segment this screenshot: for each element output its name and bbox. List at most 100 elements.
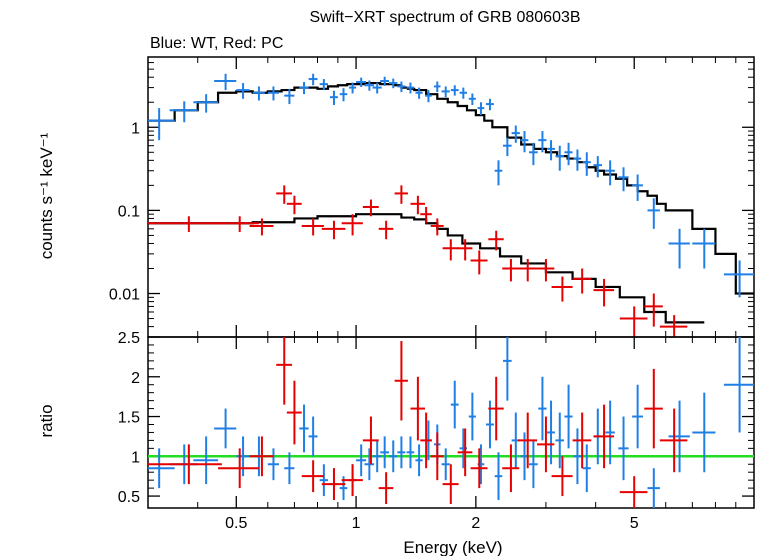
data-point <box>555 412 564 469</box>
data-point <box>632 384 643 449</box>
data-point <box>267 448 279 481</box>
data-point <box>372 440 382 473</box>
data-point <box>517 259 538 282</box>
data-point <box>618 167 629 192</box>
data-point <box>214 73 237 91</box>
data-point <box>434 81 441 93</box>
x-tick-label: 5 <box>630 515 639 532</box>
data-point <box>415 87 423 99</box>
data-point <box>218 216 259 232</box>
data-point <box>551 456 573 497</box>
data-point <box>394 185 408 204</box>
data-point <box>605 400 615 465</box>
data-point <box>593 278 615 307</box>
chart-title: Swift−XRT spectrum of GRB 080603B <box>309 9 580 26</box>
data-point <box>502 259 520 282</box>
data-point <box>299 82 309 95</box>
data-point <box>573 428 582 485</box>
data-point <box>286 195 302 215</box>
data-point <box>441 448 450 481</box>
data-point <box>528 440 538 489</box>
data-point <box>410 195 425 215</box>
data-point <box>723 260 754 298</box>
data-point <box>457 239 473 261</box>
y-tick-label: 2.5 <box>118 330 140 347</box>
data-point <box>214 408 237 449</box>
data-point <box>389 440 398 473</box>
data-point <box>380 436 390 469</box>
data-point <box>284 452 295 485</box>
data-point <box>148 108 175 141</box>
data-point <box>547 400 555 465</box>
data-point <box>319 464 328 497</box>
spectrum-frame <box>147 56 755 338</box>
y-axis-label-spectrum: counts s⁻¹ keV⁻¹ <box>37 132 56 259</box>
data-point <box>647 198 660 229</box>
data-point <box>349 82 357 94</box>
data-point <box>308 73 318 86</box>
y-tick-label: 2 <box>131 370 140 387</box>
data-point <box>450 85 459 96</box>
data-point <box>547 140 555 161</box>
data-point <box>488 230 504 251</box>
data-point <box>668 400 690 473</box>
data-point <box>356 444 367 477</box>
data-point <box>644 293 663 327</box>
data-point <box>420 412 432 469</box>
data-point <box>378 472 394 505</box>
x-tick-label: 0.5 <box>225 515 247 532</box>
data-point <box>551 276 573 302</box>
data-point <box>249 218 274 236</box>
data-point <box>362 199 379 217</box>
data-point <box>470 448 488 489</box>
model-line <box>148 81 754 295</box>
data-point <box>148 444 222 485</box>
spectrum-panel: 0.01 0.1 1 <box>109 56 755 338</box>
data-point <box>692 392 716 473</box>
data-point <box>537 416 555 473</box>
data-point <box>148 448 175 489</box>
data-point <box>593 156 603 178</box>
chart-subtitle: Blue: WT, Red: PC <box>150 35 283 52</box>
data-point <box>252 86 265 101</box>
data-point <box>564 384 573 449</box>
data-point <box>647 468 660 508</box>
data-point <box>406 436 415 469</box>
data-point <box>619 306 648 337</box>
data-point <box>470 250 488 275</box>
x-axis-label: Energy (keV) <box>403 538 502 556</box>
data-point <box>415 444 423 477</box>
y-tick-label: 0.01 <box>109 287 140 304</box>
data-point <box>457 428 473 477</box>
data-point <box>459 87 467 99</box>
data-point <box>284 88 295 105</box>
data-point <box>380 76 390 86</box>
data-point <box>339 88 348 102</box>
data-point <box>442 239 459 261</box>
x-tick-label: 2 <box>471 515 480 532</box>
y-tick-label: 1 <box>131 120 140 137</box>
data-point <box>468 392 476 441</box>
model-line <box>148 213 705 324</box>
data-point <box>537 259 555 282</box>
y-tick-label: 1 <box>131 449 140 466</box>
data-point <box>249 436 274 477</box>
y-axis-label-ratio: ratio <box>37 404 56 437</box>
data-point <box>441 86 450 98</box>
ratio-panel: 0.5 1 1.5 2 2.5 0.5 1 2 5 <box>118 330 755 532</box>
y-tick-label: 1.5 <box>118 410 140 427</box>
data-point <box>572 268 592 294</box>
data-point <box>364 80 375 91</box>
data-point <box>276 185 292 204</box>
data-point <box>389 78 398 89</box>
data-point <box>502 337 512 401</box>
data-point <box>394 340 408 421</box>
data-point <box>485 98 494 111</box>
data-point <box>468 93 476 106</box>
data-point <box>538 376 547 441</box>
data-point <box>477 102 485 116</box>
data-point <box>319 79 328 91</box>
data-point <box>692 228 716 269</box>
data-point <box>148 216 222 232</box>
